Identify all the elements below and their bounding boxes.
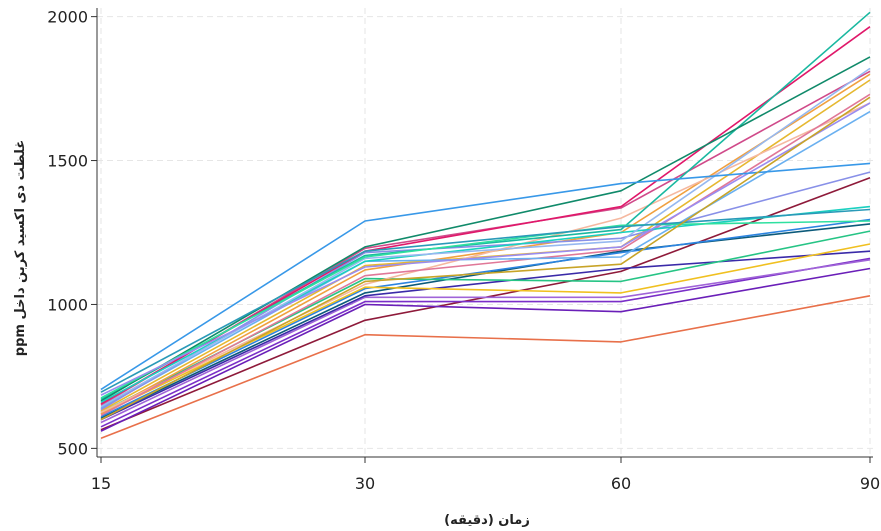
y-tick-label: 2000 [47, 8, 88, 27]
series-line-3 [100, 267, 871, 432]
series-line-16 [100, 171, 871, 411]
series-line-4 [100, 257, 871, 428]
series-line-23 [100, 220, 871, 399]
series-line-1 [100, 295, 871, 440]
series-line-5 [100, 259, 871, 424]
series-line-14 [100, 93, 871, 417]
series-line-8 [100, 218, 871, 418]
y-axis-label: غلظت دی اکسید کربن داخل ppm [13, 140, 28, 356]
x-axis-label: زمان (دقیقه) [444, 513, 530, 528]
grid-lines [97, 8, 873, 457]
series-line-25 [100, 162, 871, 391]
series-lines [100, 11, 871, 440]
x-tick-label: 90 [860, 474, 880, 493]
series-line-24 [100, 102, 871, 396]
x-tick-label: 30 [355, 474, 375, 493]
x-tick-label: 60 [611, 474, 631, 493]
tick-labels: 500 1000 1500 2000 15 30 60 90 [47, 8, 880, 493]
series-line-26 [100, 208, 871, 393]
series-line-15 [100, 110, 871, 409]
series-line-20 [100, 56, 871, 402]
y-tick-label: 500 [57, 439, 88, 458]
series-line-22 [100, 67, 871, 408]
y-tick-label: 1000 [47, 295, 88, 314]
y-tick-label: 1500 [47, 152, 88, 171]
series-line-13 [100, 102, 871, 414]
axes [91, 8, 873, 463]
series-line-27 [100, 96, 871, 421]
series-line-9 [100, 243, 871, 415]
x-tick-label: 15 [91, 474, 111, 493]
series-line-2 [100, 177, 871, 431]
series-line-6 [100, 250, 871, 421]
